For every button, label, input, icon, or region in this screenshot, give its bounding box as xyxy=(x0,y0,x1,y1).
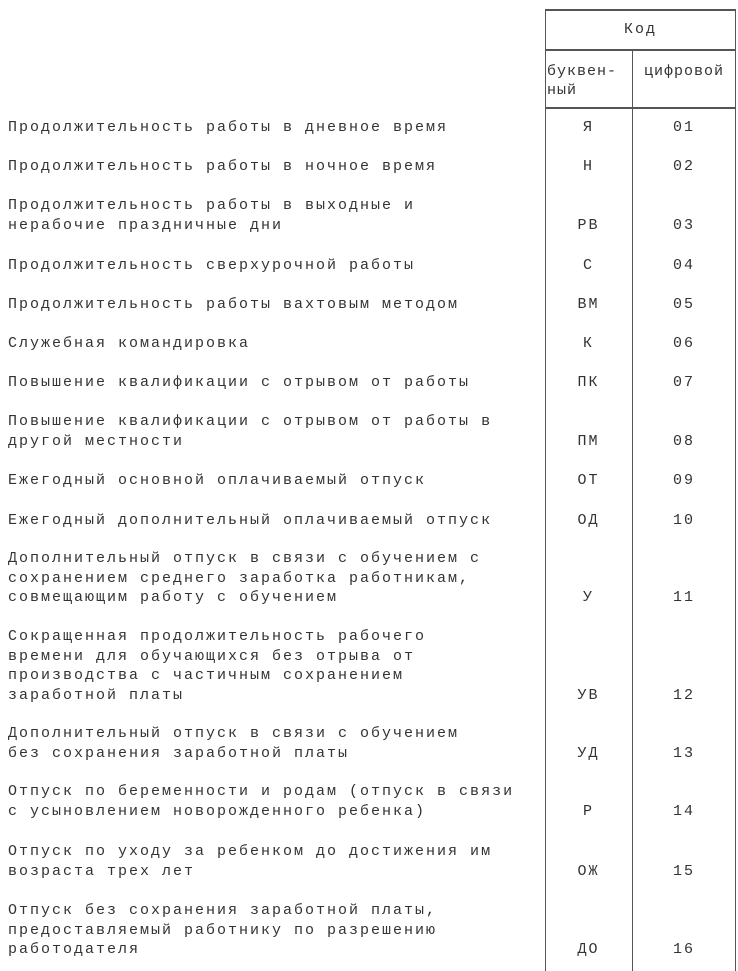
letter-code: Р xyxy=(582,802,594,820)
row-description: Ежегодный основной оплачиваемый отпуск xyxy=(8,472,427,489)
digit-code: 08 xyxy=(672,432,695,450)
table-row: Повышение квалификации с отрывом от рабо… xyxy=(0,412,738,451)
digit-code: 15 xyxy=(672,862,695,880)
table-row: Продолжительность сверхурочной работы С … xyxy=(0,256,738,276)
table-row: Отпуск по уходу за ребенком до достижени… xyxy=(0,842,738,881)
row-description: Продолжительность работы в ночное время xyxy=(8,158,438,175)
table-row: Продолжительность работы в выходные и не… xyxy=(0,196,738,235)
letter-code: ПК xyxy=(577,374,600,391)
letter-code: ОД xyxy=(577,512,600,529)
table-row: Продолжительность работы в ночное время … xyxy=(0,157,738,177)
table-row: Отпуск по беременности и родам (отпуск в… xyxy=(0,782,738,821)
digit-code: 09 xyxy=(672,472,695,489)
letter-code: ДО xyxy=(577,941,600,958)
letter-code: ВМ xyxy=(577,296,600,313)
digit-code: 13 xyxy=(672,744,695,762)
table-row: Дополнительный отпуск в связи с обучение… xyxy=(0,724,738,763)
table-row: Ежегодный дополнительный оплачиваемый от… xyxy=(0,511,738,531)
row-description: Дополнительный отпуск в связи с обучение… xyxy=(8,550,482,606)
letter-code: С xyxy=(582,257,594,274)
letter-code: ОТ xyxy=(577,472,600,489)
digit-code: 12 xyxy=(672,686,695,704)
letter-code: ОЖ xyxy=(577,862,600,880)
subheader-divider xyxy=(545,107,736,109)
digit-code: 06 xyxy=(672,335,695,352)
table-row: Сокращенная продолжительность рабочего в… xyxy=(0,627,738,705)
table-row: Продолжительность работы в дневное время… xyxy=(0,118,738,138)
table-border-left xyxy=(545,10,546,971)
digit-code: 04 xyxy=(672,257,695,274)
header-divider xyxy=(545,49,736,51)
row-description: Продолжительность работы в выходные и не… xyxy=(8,197,416,234)
digit-code: 05 xyxy=(672,296,695,313)
letter-code: РВ xyxy=(577,216,600,234)
row-description: Отпуск по беременности и родам (отпуск в… xyxy=(8,783,515,820)
letter-code: У xyxy=(582,589,594,606)
table-column-divider xyxy=(632,50,633,971)
table-row: Повышение квалификации с отрывом от рабо… xyxy=(0,373,738,393)
row-description: Служебная командировка xyxy=(8,335,251,352)
row-description: Отпуск по уходу за ребенком до достижени… xyxy=(8,843,493,880)
digit-code: 02 xyxy=(672,158,695,175)
digit-code: 03 xyxy=(672,216,695,234)
table-row: Ежегодный основной оплачиваемый отпуск О… xyxy=(0,471,738,491)
row-description: Ежегодный дополнительный оплачиваемый от… xyxy=(8,512,493,529)
letter-code: УВ xyxy=(577,686,600,704)
row-description: Продолжительность работы вахтовым методо… xyxy=(8,296,460,313)
table-row: Дополнительный отпуск в связи с обучение… xyxy=(0,549,738,608)
row-description: Отпуск без сохранения заработной платы, … xyxy=(8,902,438,958)
digit-code: 01 xyxy=(672,119,695,136)
row-description: Сокращенная продолжительность рабочего в… xyxy=(8,628,427,704)
letter-code: К xyxy=(582,335,594,352)
digit-code: 16 xyxy=(672,941,695,958)
table-row: Продолжительность работы вахтовым методо… xyxy=(0,295,738,315)
row-description: Продолжительность сверхурочной работы xyxy=(8,257,416,274)
letter-code: Н xyxy=(582,158,594,175)
letter-code: Я xyxy=(582,119,594,136)
digit-code: 10 xyxy=(672,512,695,529)
letter-code: УД xyxy=(577,744,600,762)
digit-code: 07 xyxy=(672,374,695,391)
table-border-top xyxy=(545,9,736,11)
table-row: Отпуск без сохранения заработной платы, … xyxy=(0,901,738,960)
digit-code: 11 xyxy=(672,589,695,606)
table-border-right xyxy=(735,10,736,971)
header-code: Код xyxy=(623,21,657,38)
table-row: Служебная командировка К 06 xyxy=(0,334,738,354)
header-digit-code: цифровой xyxy=(643,63,724,80)
digit-code: 14 xyxy=(672,802,695,820)
letter-code: ПМ xyxy=(577,432,600,450)
row-description: Повышение квалификации с отрывом от рабо… xyxy=(8,374,471,391)
row-description: Продолжительность работы в дневное время xyxy=(8,119,449,136)
row-description: Повышение квалификации с отрывом от рабо… xyxy=(8,413,493,450)
header-letter-code: буквен- ный xyxy=(547,63,618,99)
row-description: Дополнительный отпуск в связи с обучение… xyxy=(8,725,460,762)
